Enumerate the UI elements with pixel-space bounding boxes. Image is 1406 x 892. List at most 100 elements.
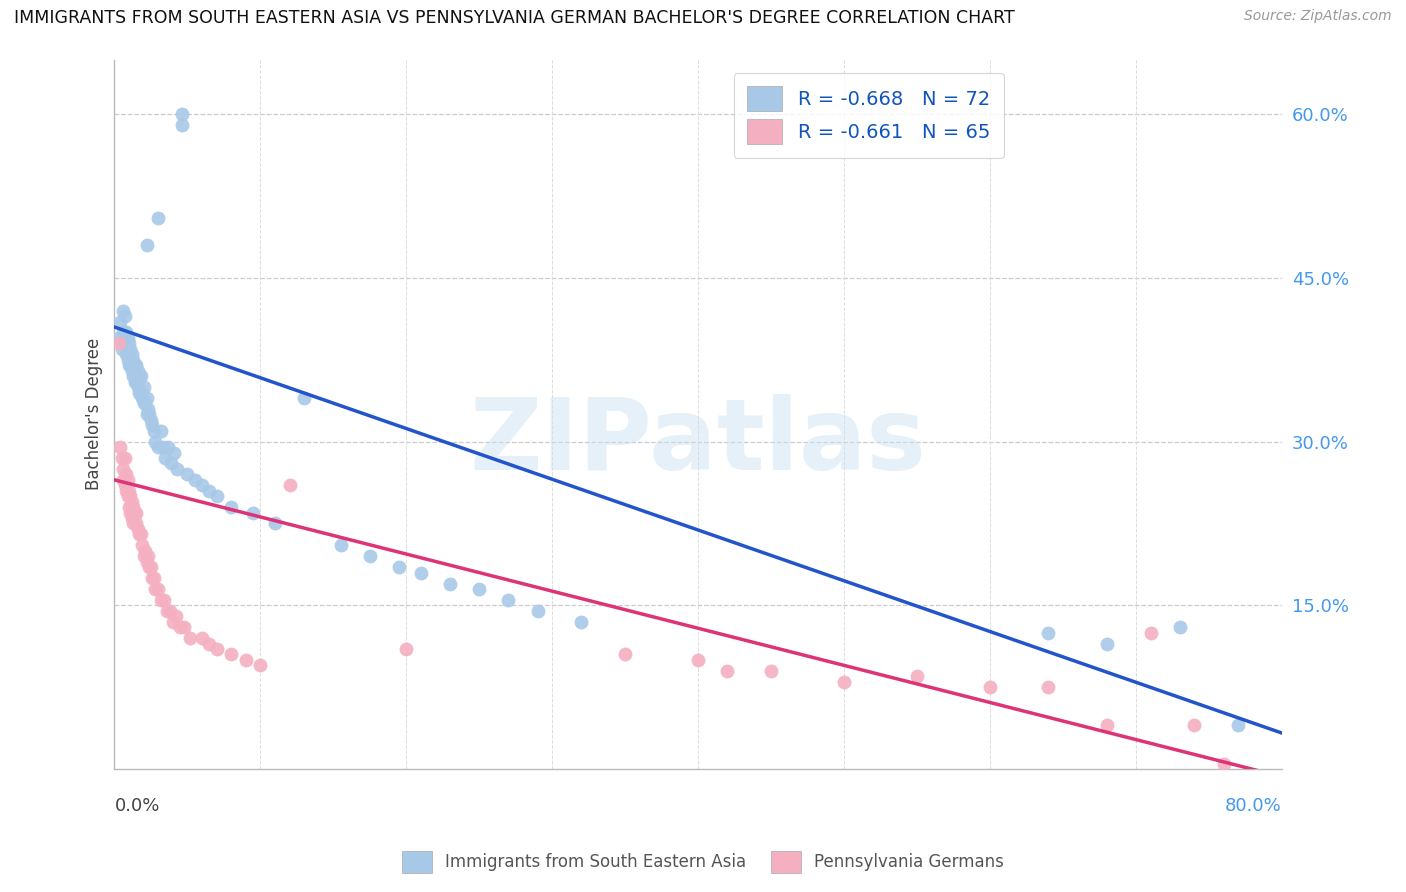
Point [716,664,738,678]
Point [264,516,287,531]
Point [110,314,132,328]
Point [157,440,180,454]
Point [498,593,520,607]
Point [139,560,162,574]
Point [142,424,165,438]
Point [136,401,159,416]
Point [111,450,134,465]
Point [114,309,136,323]
Point [205,642,228,657]
Point [409,566,432,580]
Point [388,560,411,574]
Point [128,369,150,384]
Point [205,489,228,503]
Point [117,331,139,345]
Point [219,648,242,662]
Point [124,506,146,520]
Point [979,680,1001,694]
Point [278,478,301,492]
Point [165,609,187,624]
Point [162,615,184,629]
Point [235,653,257,667]
Point [242,506,264,520]
Point [688,653,710,667]
Point [107,336,129,351]
Point [128,527,150,541]
Point [183,473,205,487]
Point [1038,680,1060,694]
Point [131,391,153,405]
Point [152,440,174,454]
Point [115,483,138,498]
Point [135,238,157,252]
Point [128,385,150,400]
Point [159,604,181,618]
Point [111,342,134,356]
Point [170,107,193,121]
Point [136,549,159,564]
Point [173,620,195,634]
Point [759,664,782,678]
Point [118,336,141,351]
Point [905,669,928,683]
Point [138,560,160,574]
Point [131,538,153,552]
Point [132,396,155,410]
Point [198,483,221,498]
Point [121,364,143,378]
Point [129,385,152,400]
Point [115,467,138,482]
Point [117,473,139,487]
Point [117,489,139,503]
Point [112,326,135,340]
Point [115,347,138,361]
Point [118,500,141,515]
Point [139,413,162,427]
Point [150,424,173,438]
Point [121,347,143,361]
Point [121,511,143,525]
Point [117,352,139,367]
Point [163,445,186,459]
Point [1184,718,1206,732]
Point [141,418,163,433]
Point [120,342,142,356]
Point [1227,718,1250,732]
Point [114,450,136,465]
Point [153,593,176,607]
Text: 80.0%: 80.0% [1225,797,1282,815]
Text: IMMIGRANTS FROM SOUTH EASTERN ASIA VS PENNSYLVANIA GERMAN BACHELOR'S DEGREE CORR: IMMIGRANTS FROM SOUTH EASTERN ASIA VS PE… [14,9,1015,27]
Point [112,473,135,487]
Point [148,440,170,454]
Point [292,391,315,405]
Point [125,516,148,531]
Point [249,658,271,673]
Point [107,331,129,345]
Point [150,593,173,607]
Point [148,582,170,596]
Point [1139,625,1161,640]
Point [110,440,132,454]
Point [120,506,142,520]
Point [169,620,191,634]
Point [138,408,160,422]
Point [179,631,201,645]
Text: ZIPatlas: ZIPatlas [470,394,927,491]
Point [125,358,148,372]
Point [118,358,141,372]
Point [468,582,491,596]
Point [125,506,148,520]
Point [198,636,221,650]
Legend: Immigrants from South Eastern Asia, Pennsylvania Germans: Immigrants from South Eastern Asia, Penn… [395,845,1011,880]
Point [142,571,165,585]
Point [148,211,170,225]
Point [614,648,637,662]
Point [129,369,152,384]
Point [132,380,155,394]
Point [122,352,145,367]
Point [1095,636,1118,650]
Point [112,462,135,476]
Point [160,457,183,471]
Point [156,604,179,618]
Point [141,571,163,585]
